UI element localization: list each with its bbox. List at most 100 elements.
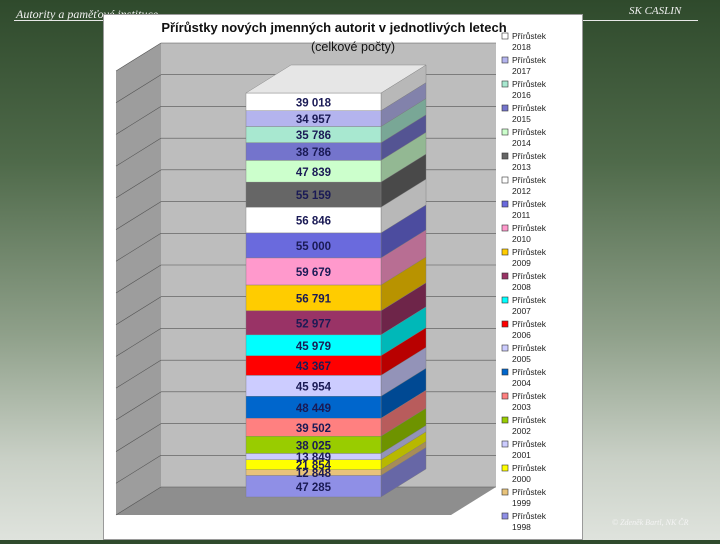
- data-label-2003: 39 502: [296, 423, 331, 435]
- legend-label-2005: Přírůstek: [512, 343, 547, 353]
- data-label-2012: 56 846: [296, 216, 331, 228]
- bar-segment-2010: [245, 257, 382, 286]
- legend-label-2010: Přírůstek: [512, 223, 547, 233]
- legend-year-1999: 1999: [512, 498, 531, 508]
- data-label-2000: 21 854: [296, 460, 332, 472]
- data-label-2005: 45 954: [296, 381, 332, 393]
- legend-swatch-2013: [501, 152, 509, 160]
- data-label-2014: 47 839: [296, 167, 331, 179]
- legend-year-2013: 2013: [512, 162, 531, 172]
- data-label-2011: 55 000: [296, 241, 331, 253]
- data-label-2002: 38 025: [296, 440, 332, 452]
- legend-year-2016: 2016: [512, 90, 531, 100]
- chart-floor: [116, 487, 496, 515]
- legend-label-2007: Přírůstek: [512, 295, 547, 305]
- bar-segment-2009: [245, 284, 382, 312]
- legend-label-2000: Přírůstek: [512, 463, 547, 473]
- legend-label-2011: Přírůstek: [512, 199, 547, 209]
- gridline: [115, 233, 162, 262]
- legend-label-2012: Přírůstek: [512, 175, 547, 185]
- legend-swatch-2004: [501, 368, 509, 376]
- gridline: [115, 201, 162, 230]
- legend-year-2009: 2009: [512, 258, 531, 268]
- chart-title: Přírůstky nových jmenných autorit v jedn…: [161, 20, 506, 35]
- legend-year-2004: 2004: [512, 378, 531, 388]
- legend-swatch-2001: [501, 440, 509, 448]
- legend-label-2006: Přírůstek: [512, 319, 547, 329]
- legend-swatch-2011: [501, 200, 509, 208]
- legend-year-2003: 2003: [512, 402, 531, 412]
- legend-label-2015: Přírůstek: [512, 103, 547, 113]
- legend-swatch-2012: [501, 176, 509, 184]
- legend-swatch-2016: [501, 80, 509, 88]
- gridline: [115, 328, 162, 357]
- legend-year-2015: 2015: [512, 114, 531, 124]
- legend-year-1998: 1998: [512, 522, 531, 532]
- data-label-2001: 13 849: [296, 452, 331, 464]
- legend-label-2002: Přírůstek: [512, 415, 547, 425]
- legend-swatch-2000: [501, 464, 509, 472]
- legend-label-2018: Přírůstek: [512, 31, 547, 41]
- gridline: [115, 486, 162, 516]
- legend-swatch-2003: [501, 392, 509, 400]
- data-label-2009: 56 791: [296, 293, 332, 305]
- gridline: [115, 391, 162, 421]
- slide-header-right: SK CASLIN: [629, 5, 682, 17]
- legend-year-2011: 2011: [512, 210, 531, 220]
- bar-segment-2013: [245, 181, 382, 208]
- legend-swatch-2018: [501, 32, 509, 40]
- legend-label-2013: Přírůstek: [512, 151, 547, 161]
- data-label-1999: 12 848: [296, 468, 332, 480]
- legend-swatch-2015: [501, 104, 509, 112]
- legend-year-2005: 2005: [512, 354, 531, 364]
- legend-year-2000: 2000: [512, 474, 531, 484]
- legend-swatch-1998: [501, 512, 509, 520]
- gridline: [115, 169, 162, 199]
- chart-subtitle: (celkové počty): [311, 40, 395, 54]
- bar-segment-2012: [245, 206, 382, 234]
- legend-label-1998: Přírůstek: [512, 511, 547, 521]
- legend-label-2016: Přírůstek: [512, 79, 547, 89]
- footer-credit: © Zdeněk Bartl, NK ČR: [612, 518, 689, 527]
- legend-swatch-2008: [501, 272, 509, 280]
- legend-year-2014: 2014: [512, 138, 531, 148]
- legend-swatch-2005: [501, 344, 509, 352]
- legend-year-2006: 2006: [512, 330, 531, 340]
- data-label-2006: 43 367: [296, 361, 331, 373]
- legend-label-2008: Přírůstek: [512, 271, 547, 281]
- legend-year-2012: 2012: [512, 186, 531, 196]
- data-label-2007: 45 979: [296, 341, 331, 353]
- legend-swatch-2009: [501, 248, 509, 256]
- legend-label-2009: Přírůstek: [512, 247, 547, 257]
- data-label-2016: 35 786: [296, 130, 331, 142]
- legend-label-2017: Přírůstek: [512, 55, 547, 65]
- gridline: [115, 106, 162, 135]
- legend-swatch-2007: [501, 296, 509, 304]
- legend-box: [498, 29, 580, 537]
- legend-swatch-2014: [501, 128, 509, 136]
- bar-segment-1998: [245, 475, 382, 498]
- gridline: [115, 42, 162, 72]
- gridline: [115, 455, 162, 484]
- legend-label-2001: Přírůstek: [512, 439, 547, 449]
- legend-year-2008: 2008: [512, 282, 531, 292]
- legend-label-1999: Přírůstek: [512, 487, 547, 497]
- data-label-2017: 34 957: [296, 114, 331, 126]
- data-label-2018: 39 018: [296, 97, 332, 109]
- bar-segment-2011: [245, 232, 382, 259]
- legend-year-2001: 2001: [512, 450, 531, 460]
- legend-label-2004: Přírůstek: [512, 367, 547, 377]
- data-label-1998: 47 285: [296, 482, 332, 494]
- gridline: [115, 74, 162, 103]
- legend-year-2017: 2017: [512, 66, 531, 76]
- legend-year-2002: 2002: [512, 426, 531, 436]
- gridline: [115, 264, 162, 294]
- legend-label-2014: Přírůstek: [512, 127, 547, 137]
- data-label-2013: 55 159: [296, 190, 331, 202]
- data-label-2010: 59 679: [296, 267, 331, 279]
- legend-swatch-1999: [501, 488, 509, 496]
- gridline: [115, 137, 162, 167]
- legend-swatch-2002: [501, 416, 509, 424]
- data-label-2015: 38 786: [296, 147, 331, 159]
